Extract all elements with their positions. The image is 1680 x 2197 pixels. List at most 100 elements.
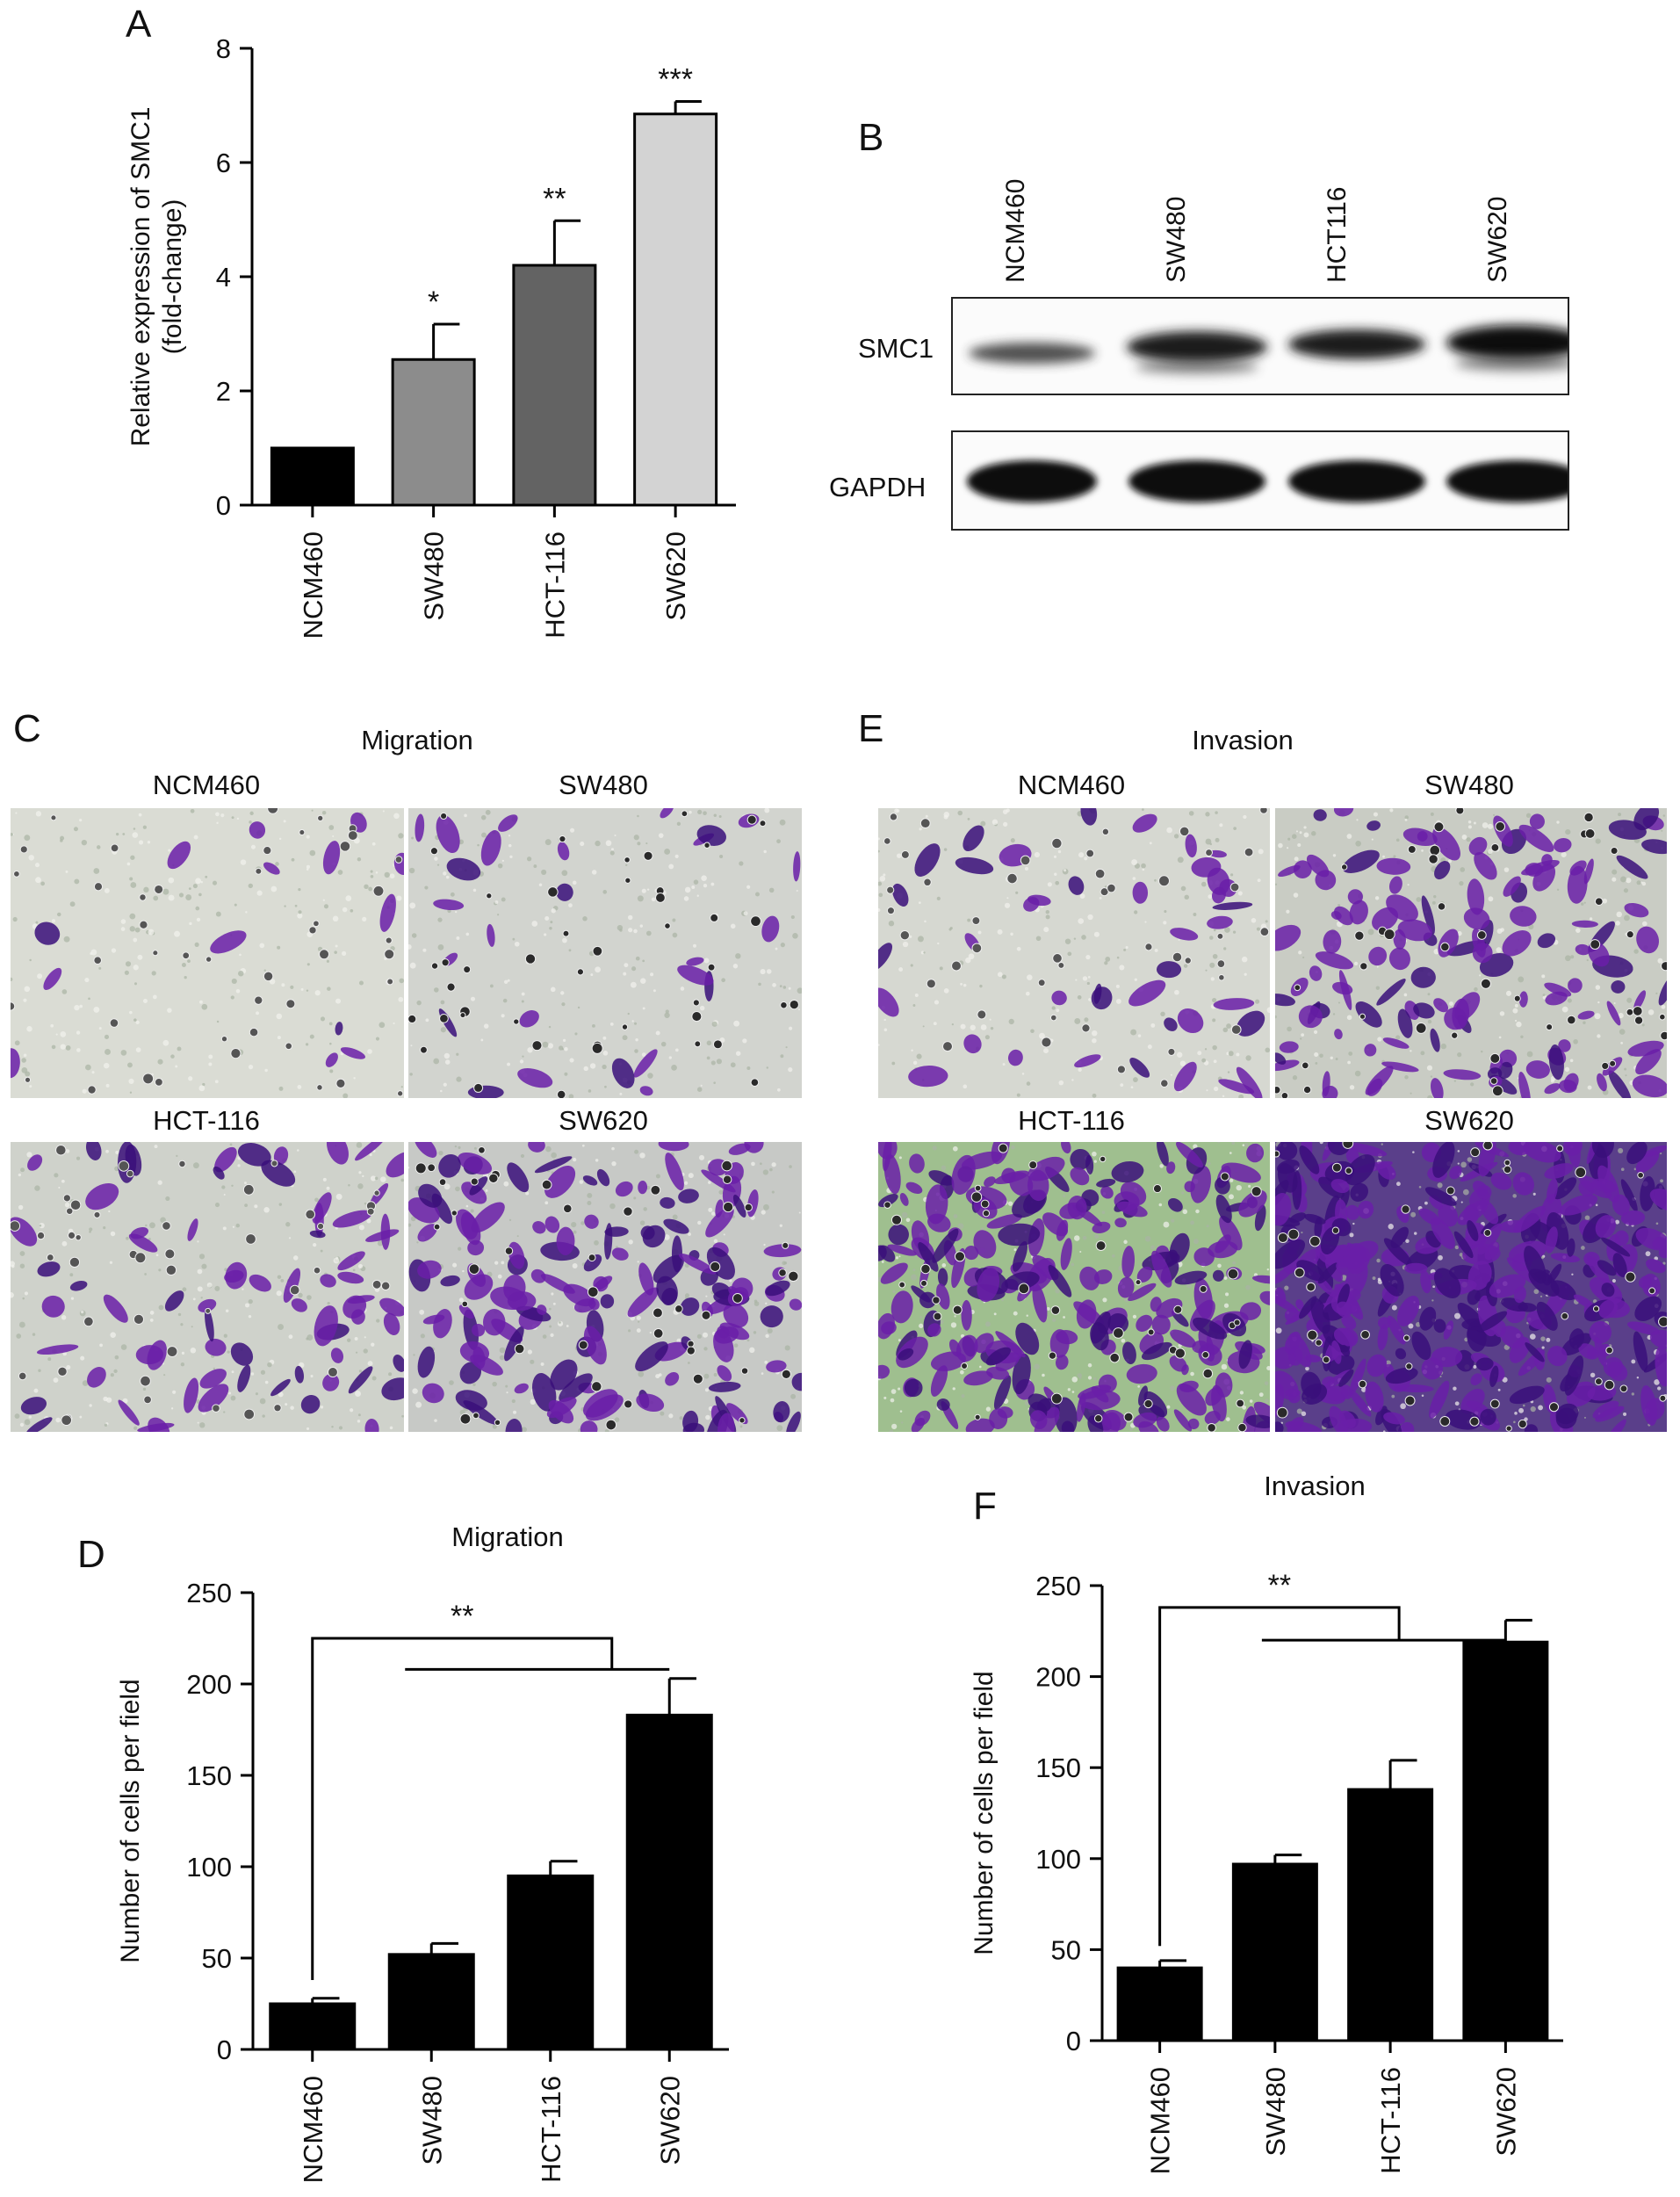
y-tick-label: 250	[1035, 1571, 1081, 1601]
x-tick-label: NCM460	[298, 2076, 328, 2183]
x-tick-label: HCT-116	[539, 531, 570, 639]
micrograph-texture	[408, 808, 802, 1098]
significance-label: *	[428, 285, 439, 319]
y-axis-label: Number of cells per field	[116, 1679, 145, 1962]
micrograph-migration-hct116	[11, 1142, 404, 1432]
panel-letter-e: E	[858, 707, 884, 750]
micrograph-texture	[1275, 1142, 1667, 1432]
y-tick-label: 4	[216, 262, 231, 293]
micrograph-texture	[408, 1142, 802, 1432]
chart-title: Migration	[451, 1521, 564, 1552]
blot-lane-label: NCM460	[1001, 178, 1030, 283]
significance-label: **	[543, 182, 566, 215]
chart-f-invasion: Invasion 0 50 100 150 200 250 Number of cells p…	[970, 1476, 1563, 2174]
band-smc1-sw620	[1446, 325, 1587, 360]
y-tick-label: 200	[186, 1669, 232, 1700]
band-smc1-hct116	[1288, 329, 1425, 359]
x-tick-label: NCM460	[298, 531, 328, 639]
y-tick-label: 250	[186, 1578, 232, 1608]
micrograph-label: SW480	[1424, 770, 1514, 800]
bar	[1231, 1862, 1318, 2042]
chart-a-expression: 0 2 4 6 8 Relative expression of SMC1 (fold-ch…	[126, 33, 736, 639]
y-tick-label: 6	[216, 148, 231, 178]
panel-letter-c: C	[13, 707, 41, 750]
y-tick-label: 2	[216, 376, 231, 407]
y-tick-label: 0	[1066, 2026, 1081, 2056]
significance-label: ***	[658, 62, 693, 96]
x-tick-label: SW480	[1260, 2067, 1291, 2157]
micrograph-label: HCT-116	[1018, 1105, 1125, 1136]
y-tick-label: 50	[1051, 1934, 1081, 1965]
micrograph-texture	[878, 808, 1270, 1098]
micrograph-texture	[878, 1142, 1270, 1432]
blot-gapdh	[951, 430, 1587, 531]
micrograph-label: SW620	[1424, 1105, 1514, 1136]
x-tick-label: HCT-116	[1375, 2067, 1406, 2174]
bar	[633, 112, 718, 507]
significance-bracket	[311, 1637, 614, 1980]
band-gapdh-hct116	[1288, 460, 1425, 502]
blot-smc1-bands	[969, 325, 1587, 374]
y-tick-label: 100	[1035, 1844, 1081, 1875]
micrograph-label: NCM460	[152, 770, 261, 800]
blot-lane-label: SW480	[1162, 196, 1191, 283]
bar	[1347, 1788, 1434, 2042]
chart-title: Invasion	[1264, 1476, 1365, 1501]
blot-row-label-smc1: SMC1	[858, 333, 934, 364]
y-tick-label: 100	[186, 1852, 232, 1883]
x-tick-label: SW620	[1490, 2067, 1521, 2157]
chart-d-migration: Migration 0 50 100 150 200 250 Number of cells …	[116, 1521, 729, 2183]
y-tick-label: 50	[202, 1943, 232, 1974]
significance-label: **	[1268, 1569, 1291, 1602]
migration-title: Migration	[361, 725, 473, 755]
blot-lane-label: HCT116	[1323, 186, 1352, 283]
y-tick-label: 150	[186, 1760, 232, 1791]
x-tick-label: SW480	[419, 531, 450, 621]
band-gapdh-sw620	[1446, 460, 1587, 502]
y-tick-label: 150	[1035, 1753, 1081, 1783]
blot-row-label-gapdh: GAPDH	[829, 472, 927, 502]
micrograph-texture	[1275, 808, 1667, 1098]
micrograph-invasion-ncm460	[878, 808, 1270, 1098]
panel-letter-f: F	[973, 1485, 997, 1528]
micrograph-migration-ncm460	[11, 808, 404, 1098]
band-smc1-ncm460	[969, 343, 1095, 364]
x-tick-label: SW480	[416, 2076, 447, 2165]
y-axis-label: Relative expression of SMC1	[126, 107, 155, 447]
bar	[512, 264, 597, 507]
micrograph-texture	[11, 808, 404, 1098]
bar	[1116, 1966, 1203, 2042]
blot-smc1	[951, 297, 1587, 395]
y-tick-label: 8	[216, 33, 231, 64]
y-axis-label: Number of cells per field	[970, 1671, 999, 1955]
blot-lane-label: SW620	[1483, 196, 1512, 283]
significance-label: **	[451, 1600, 473, 1633]
band-smc1-sw480	[1127, 331, 1267, 363]
bar	[387, 1953, 475, 2051]
micrograph-invasion-hct116	[878, 1142, 1270, 1432]
micrograph-label: SW620	[559, 1105, 648, 1136]
micrograph-texture	[11, 1142, 404, 1432]
x-tick-label: SW620	[654, 2076, 685, 2165]
micrograph-invasion-sw480	[1275, 808, 1667, 1098]
x-tick-label: HCT-116	[536, 2076, 566, 2183]
y-tick-label: 0	[217, 2034, 232, 2065]
y-axis-label: (fold-change)	[158, 199, 187, 355]
micrograph-migration-sw480	[408, 808, 802, 1098]
x-tick-label: SW620	[660, 531, 691, 621]
micrograph-label: SW480	[559, 770, 648, 800]
bar	[269, 2002, 357, 2051]
y-tick-label: 0	[216, 490, 231, 521]
bar	[391, 358, 476, 507]
panel-letter-b: B	[858, 116, 884, 159]
micrograph-label: NCM460	[1017, 770, 1126, 800]
band-gapdh-ncm460	[967, 460, 1097, 502]
blot-gapdh-bands	[967, 460, 1587, 502]
micrograph-label: HCT-116	[153, 1105, 260, 1136]
invasion-title: Invasion	[1192, 725, 1294, 755]
x-tick-label: NCM460	[1145, 2067, 1176, 2174]
micrograph-invasion-sw620	[1275, 1142, 1667, 1432]
panel-letter-d: D	[77, 1533, 105, 1576]
panel-letter-a: A	[126, 3, 152, 46]
micrograph-migration-sw620	[408, 1142, 802, 1432]
